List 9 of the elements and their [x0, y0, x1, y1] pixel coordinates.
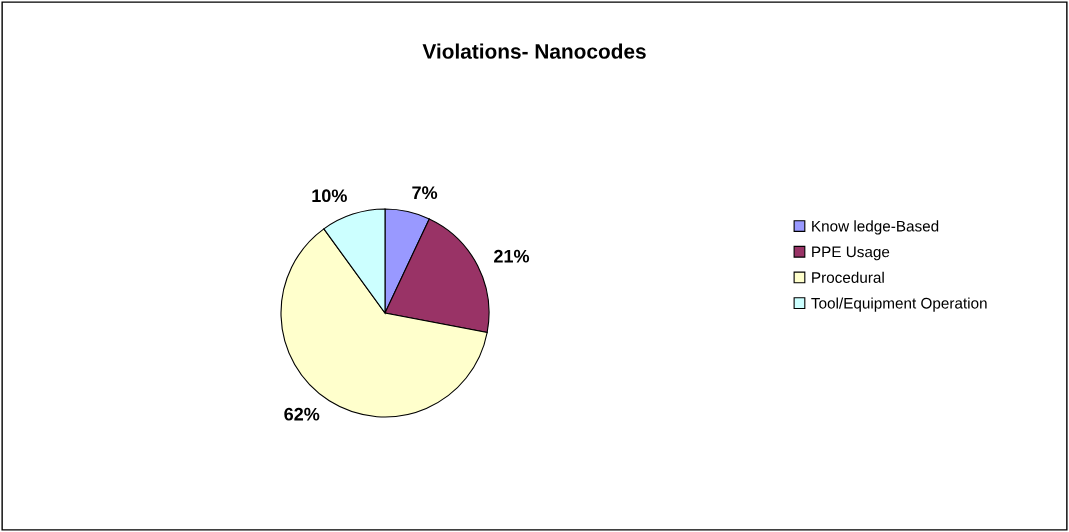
data-label: 7% [412, 186, 438, 200]
legend-label: Know ledge-Based [812, 220, 939, 235]
legend-label: Tool/Equipment Operation [811, 297, 987, 312]
legend-label: PPE Usage [812, 246, 890, 261]
chart-title: Violations- Nanocodes [422, 43, 646, 59]
data-label: 10% [312, 189, 347, 203]
data-label: 21% [494, 249, 530, 263]
data-label: 62% [284, 407, 320, 421]
legend-label: Procedural [812, 271, 884, 283]
